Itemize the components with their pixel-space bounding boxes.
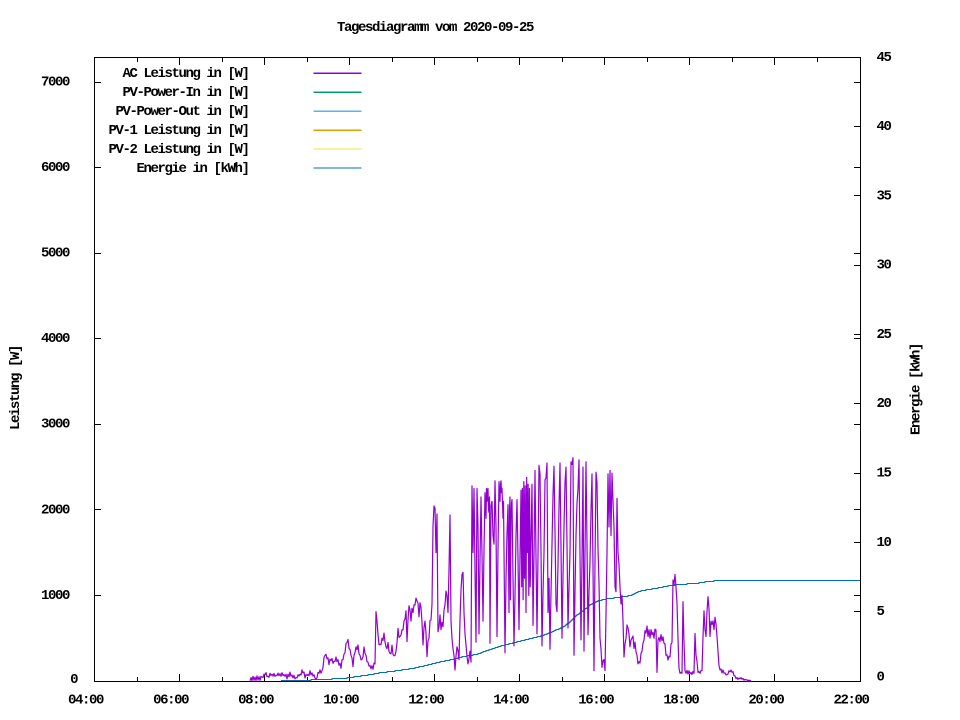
- svg-text:PV-1 Leistung in [W]: PV-1 Leistung in [W]: [108, 123, 248, 139]
- svg-text:7000: 7000: [41, 75, 70, 91]
- svg-text:Leistung [W]: Leistung [W]: [8, 346, 24, 430]
- svg-text:45: 45: [877, 50, 892, 66]
- svg-text:04:00: 04:00: [68, 692, 104, 708]
- svg-text:2000: 2000: [41, 502, 70, 518]
- svg-text:22:00: 22:00: [833, 692, 869, 708]
- svg-text:5000: 5000: [41, 246, 70, 262]
- svg-text:10:00: 10:00: [323, 692, 359, 708]
- svg-text:PV-Power-Out in [W]: PV-Power-Out in [W]: [115, 104, 248, 120]
- svg-text:1000: 1000: [41, 588, 70, 604]
- svg-text:Energie [kWh]: Energie [kWh]: [908, 344, 924, 435]
- svg-text:6000: 6000: [41, 160, 70, 176]
- svg-text:14:00: 14:00: [493, 692, 529, 708]
- svg-text:10: 10: [877, 535, 892, 551]
- svg-text:5: 5: [877, 604, 885, 620]
- svg-text:0: 0: [877, 669, 885, 685]
- svg-text:35: 35: [877, 188, 892, 204]
- svg-text:18:00: 18:00: [663, 692, 699, 708]
- svg-text:40: 40: [877, 119, 892, 135]
- svg-text:12:00: 12:00: [408, 692, 444, 708]
- svg-text:AC Leistung in [W]: AC Leistung in [W]: [122, 66, 248, 82]
- svg-text:25: 25: [877, 327, 892, 343]
- svg-text:20:00: 20:00: [748, 692, 784, 708]
- svg-text:16:00: 16:00: [578, 692, 614, 708]
- svg-text:30: 30: [877, 258, 892, 274]
- svg-text:PV-Power-In in [W]: PV-Power-In in [W]: [122, 85, 248, 101]
- svg-text:0: 0: [70, 672, 78, 688]
- svg-text:20: 20: [877, 396, 892, 412]
- svg-text:Tagesdiagramm vom 2020-09-25: Tagesdiagramm vom 2020-09-25: [337, 20, 534, 36]
- svg-text:3000: 3000: [41, 417, 70, 433]
- svg-text:4000: 4000: [41, 331, 70, 347]
- svg-text:08:00: 08:00: [238, 692, 274, 708]
- svg-text:PV-2 Leistung in [W]: PV-2 Leistung in [W]: [108, 142, 248, 158]
- svg-text:15: 15: [877, 466, 892, 482]
- svg-text:06:00: 06:00: [153, 692, 189, 708]
- svg-text:Energie in [kWh]: Energie in [kWh]: [136, 161, 248, 177]
